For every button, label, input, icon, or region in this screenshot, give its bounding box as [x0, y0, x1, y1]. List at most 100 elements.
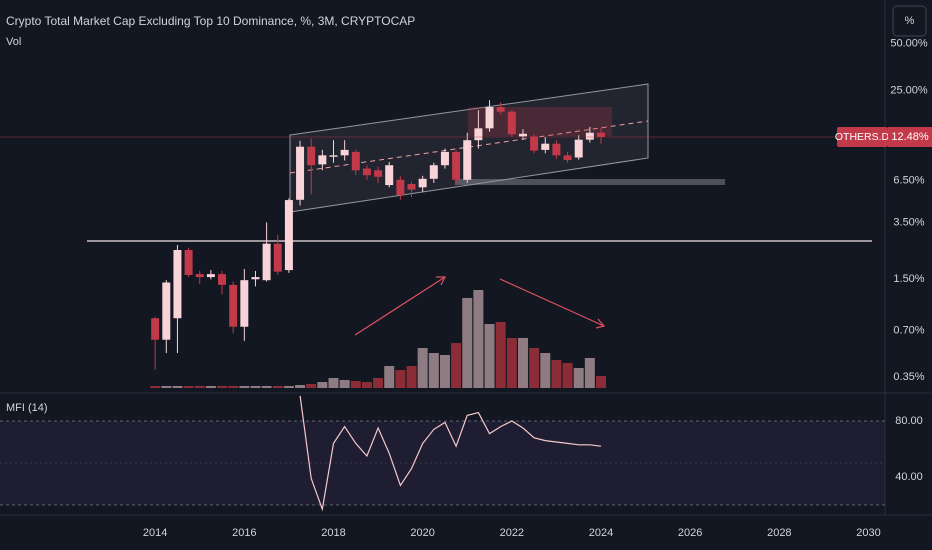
candle-body	[296, 146, 305, 200]
volume-bar	[161, 386, 172, 388]
volume-bar	[239, 386, 250, 388]
volume-bar	[595, 376, 606, 388]
unit-button-label[interactable]: %	[905, 15, 915, 27]
candle-body	[374, 170, 383, 177]
volume-bar	[172, 386, 183, 388]
candle-body	[474, 128, 483, 141]
marks	[0, 100, 885, 512]
candle-body	[229, 284, 238, 327]
x-tick-label: 2030	[856, 527, 880, 539]
candle-body	[574, 139, 583, 158]
candle-body	[240, 280, 249, 327]
candle-body	[351, 151, 360, 171]
chart-title: Crypto Total Market Cap Excluding Top 10…	[6, 14, 415, 28]
candle-body	[463, 140, 472, 180]
candle-body	[596, 132, 605, 138]
y-tick-label: 3.50%	[893, 216, 924, 228]
candle-body	[507, 111, 516, 135]
volume-bar	[506, 338, 517, 388]
volume-bar	[439, 355, 450, 388]
volume-bar	[428, 353, 439, 388]
zone	[455, 179, 725, 185]
candle-body	[173, 250, 182, 319]
candle-body	[162, 282, 171, 340]
candle-body	[552, 143, 561, 156]
candle-body	[429, 165, 438, 179]
candle-body	[530, 136, 539, 151]
volume-bar	[373, 378, 384, 388]
x-tick-label: 2028	[767, 527, 791, 539]
candle-body	[284, 200, 293, 271]
candle-body	[518, 133, 527, 137]
y-tick-label: 80.00	[895, 415, 923, 427]
x-tick-label: 2016	[232, 527, 256, 539]
volume-bar	[217, 386, 228, 388]
y-tick-label: 25.00%	[890, 84, 928, 96]
x-tick-label: 2024	[589, 527, 613, 539]
mfi-line	[299, 395, 602, 512]
volume-bar	[306, 384, 317, 388]
candle-body	[440, 151, 449, 166]
candle-body	[307, 146, 316, 166]
volume-bar	[551, 360, 562, 388]
volume-bar	[361, 382, 372, 388]
arrow-head	[595, 318, 606, 329]
volume-bar	[150, 386, 161, 388]
volume-bar	[584, 358, 595, 388]
volume-bar	[573, 368, 584, 388]
volume-bar	[484, 324, 495, 388]
price-tag	[888, 127, 932, 148]
x-tick-label: 2020	[410, 527, 434, 539]
volume-bar	[417, 348, 428, 388]
volume-bar	[395, 370, 406, 388]
mfi-band	[0, 421, 885, 505]
indicator-title: MFI (14)	[6, 402, 48, 414]
candle-body	[385, 165, 394, 186]
candle-body	[218, 274, 227, 285]
candle-body	[184, 250, 193, 275]
y-tick-label: 6.50%	[893, 175, 924, 187]
y-tick-label: 0.70%	[893, 324, 924, 336]
candle-body	[541, 143, 550, 150]
candle-body	[418, 178, 427, 188]
symbol-tag-label: OTHERS.D	[835, 131, 890, 143]
volume-bar	[328, 378, 339, 388]
arrows	[354, 276, 606, 336]
candle-body	[452, 151, 461, 180]
volume-bar	[562, 363, 573, 388]
y-tick-label: 0.35%	[893, 371, 924, 383]
volume-bar	[250, 386, 261, 388]
symbol-tag	[837, 127, 888, 148]
arrow	[354, 276, 446, 336]
volume-bar	[384, 366, 395, 388]
y-tick-label: 1.50%	[893, 273, 924, 285]
volume-bar	[451, 343, 462, 388]
volume-label: Vol	[6, 36, 21, 48]
candle-body	[585, 132, 594, 140]
candle-body	[485, 107, 494, 129]
volume-bar	[228, 386, 239, 388]
volume-bar	[183, 386, 194, 388]
candle-body	[340, 149, 349, 156]
volume-bar	[261, 386, 272, 388]
volume-bar	[295, 385, 306, 388]
candle-body	[195, 274, 204, 278]
volume-bar	[462, 298, 473, 388]
x-tick-label: 2026	[678, 527, 702, 539]
candle-body	[273, 243, 282, 272]
unit-button[interactable]	[892, 5, 927, 37]
candle-body	[496, 107, 505, 112]
volume-bar	[406, 366, 417, 388]
volume-bar	[283, 386, 294, 388]
volume-bar	[350, 381, 361, 388]
x-tick-label: 2014	[143, 527, 167, 539]
candle-body	[329, 155, 338, 157]
x-tick-label: 2018	[321, 527, 345, 539]
volume-bar	[540, 353, 551, 388]
volume-bar	[194, 386, 205, 388]
arrow-head	[436, 276, 446, 286]
candle-body	[206, 274, 215, 278]
